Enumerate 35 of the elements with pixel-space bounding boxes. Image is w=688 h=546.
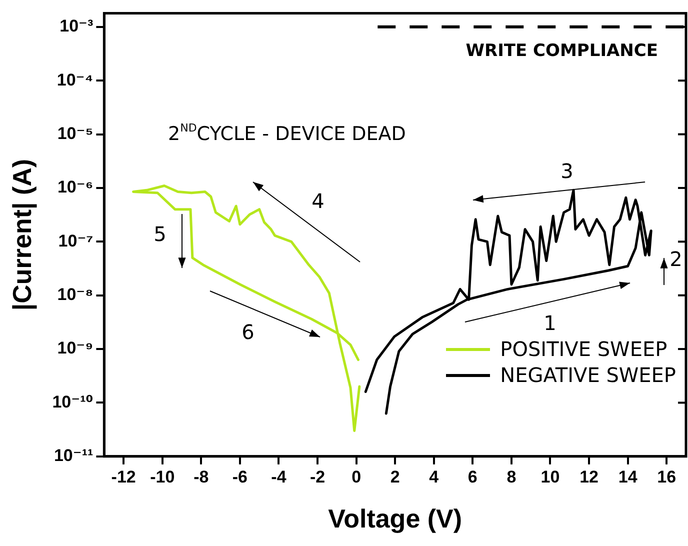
- x-tick-label: 4: [429, 467, 440, 486]
- y-tick-label: 10⁻⁸: [57, 285, 94, 304]
- annotation: 4: [312, 189, 324, 213]
- annotation: 5: [154, 222, 166, 246]
- x-tick-label: 2: [390, 467, 400, 486]
- annotation: 2: [670, 247, 682, 271]
- y-tick-label: 10⁻⁷: [58, 231, 94, 250]
- x-tick-label: -6: [232, 467, 248, 486]
- y-tick-label: 10⁻¹¹: [54, 446, 94, 466]
- legend-label: NEGATIVE SWEEP: [500, 362, 676, 388]
- y-tick-label: 10⁻⁵: [57, 124, 94, 143]
- x-tick-label: -8: [194, 467, 209, 486]
- y-tick-label: 10⁻³: [60, 16, 94, 36]
- x-tick-label: 12: [580, 467, 598, 486]
- x-tick-label: 6: [468, 467, 478, 486]
- y-tick-label: 10⁻⁴: [56, 70, 94, 90]
- y-axis-title: |Current| (A): [6, 158, 37, 311]
- x-tick-label: 0: [352, 467, 362, 486]
- x-tick-label: -4: [271, 467, 287, 486]
- x-tick-label: -12: [111, 467, 136, 486]
- x-tick-label: 16: [657, 467, 676, 486]
- legend-label: POSITIVE SWEEP: [500, 336, 668, 362]
- annotation: 6: [242, 320, 254, 344]
- x-tick-label: 8: [506, 467, 516, 486]
- y-tick-label: 10⁻⁹: [57, 338, 94, 358]
- x-tick-label: -2: [310, 467, 326, 486]
- y-tick-label: 10⁻⁶: [57, 178, 94, 197]
- x-tick-label: 14: [618, 467, 638, 486]
- annotation: 3: [560, 159, 574, 183]
- ref-line-label: WRITE COMPLIANCE: [466, 40, 658, 61]
- y-tick-label: 10⁻¹⁰: [52, 392, 94, 412]
- x-tick-label: -10: [150, 467, 175, 486]
- x-axis-title: Voltage (V): [328, 504, 462, 534]
- annotation: 1: [544, 311, 556, 335]
- x-tick-label: 10: [540, 467, 560, 486]
